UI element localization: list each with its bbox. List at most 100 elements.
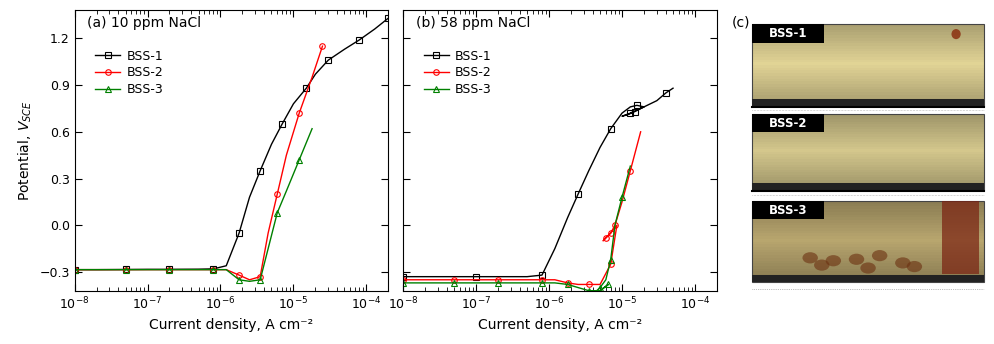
- Bar: [752, 134, 984, 137]
- Bar: [752, 35, 984, 38]
- Bar: [752, 73, 984, 76]
- Bar: [752, 137, 984, 139]
- BSS-1: [448, 275, 460, 279]
- Bar: [752, 215, 984, 217]
- Bar: [752, 52, 984, 54]
- Line: BSS-2: BSS-2: [72, 43, 325, 282]
- BSS-2: [562, 281, 574, 285]
- Bar: [752, 225, 984, 228]
- Bar: [752, 236, 984, 239]
- Bar: [752, 78, 984, 81]
- Line: BSS-1: BSS-1: [72, 15, 392, 272]
- Bar: [752, 147, 984, 149]
- Bar: [752, 81, 984, 84]
- Bar: [752, 180, 984, 182]
- Bar: [752, 241, 984, 244]
- BSS-1: [300, 86, 312, 90]
- BSS-1: [594, 145, 606, 149]
- BSS-2: [470, 278, 482, 282]
- Bar: [752, 182, 984, 185]
- BSS-1: [234, 231, 246, 235]
- BSS-2: [609, 223, 621, 227]
- Bar: [752, 154, 984, 157]
- Bar: [752, 244, 984, 247]
- Bar: [752, 89, 984, 92]
- BSS-1: [119, 267, 131, 271]
- Bar: [752, 274, 984, 277]
- BSS-2: [271, 192, 283, 196]
- BSS-1: [616, 114, 628, 118]
- Bar: [752, 271, 984, 274]
- BSS-1: [562, 215, 574, 219]
- BSS-1: [667, 86, 679, 90]
- BSS-3: [616, 195, 628, 199]
- BSS-1: [398, 275, 410, 279]
- BSS-3: [582, 289, 594, 293]
- BSS-3: [208, 268, 220, 272]
- Bar: [752, 234, 984, 236]
- BSS-1: [631, 103, 643, 107]
- Bar: [752, 100, 984, 103]
- BSS-1: [339, 47, 351, 51]
- BSS-2: [69, 268, 81, 272]
- Bar: [752, 263, 984, 266]
- BSS-3: [624, 164, 636, 168]
- Text: (a) 10 ppm NaCl: (a) 10 ppm NaCl: [87, 16, 201, 30]
- Bar: [752, 41, 984, 43]
- BSS-2: [616, 200, 628, 204]
- BSS-2: [306, 75, 318, 79]
- BSS-1: [624, 105, 636, 109]
- BSS-2: [549, 278, 561, 282]
- Text: BSS-2: BSS-2: [769, 117, 807, 130]
- Bar: [752, 114, 824, 132]
- Line: BSS-3: BSS-3: [72, 126, 315, 284]
- BSS-2: [611, 223, 623, 227]
- Bar: [752, 71, 984, 73]
- Bar: [752, 261, 984, 263]
- Bar: [752, 114, 984, 117]
- BSS-1: [369, 27, 381, 31]
- BSS-3: [90, 268, 102, 272]
- Bar: [752, 117, 984, 119]
- Bar: [752, 223, 984, 225]
- BSS-1: [638, 105, 650, 109]
- BSS-2: [208, 268, 220, 272]
- Ellipse shape: [861, 262, 876, 273]
- BSS-3: [587, 292, 599, 296]
- BSS-1: [622, 112, 634, 117]
- BSS-3: [419, 281, 431, 285]
- Bar: [752, 24, 984, 27]
- Bar: [752, 258, 984, 261]
- BSS-3: [470, 281, 482, 285]
- BSS-3: [599, 278, 611, 282]
- Bar: [752, 57, 984, 60]
- BSS-1: [604, 127, 616, 131]
- Bar: [752, 204, 984, 206]
- BSS-2: [244, 278, 255, 282]
- Bar: [752, 95, 984, 97]
- Bar: [752, 132, 984, 134]
- Y-axis label: Potential, $V_{SCE}$: Potential, $V_{SCE}$: [16, 100, 34, 201]
- Bar: [752, 247, 984, 250]
- BSS-1: [582, 169, 594, 173]
- BSS-2: [293, 111, 305, 115]
- BSS-1: [629, 109, 641, 114]
- BSS-1: [287, 102, 299, 106]
- Text: (c): (c): [732, 16, 750, 30]
- Bar: [752, 280, 984, 282]
- Bar: [752, 164, 984, 167]
- BSS-3: [234, 278, 246, 282]
- BSS-1: [492, 275, 504, 279]
- BSS-3: [609, 223, 621, 227]
- BSS-3: [594, 289, 606, 293]
- BSS-1: [573, 192, 584, 196]
- BSS-2: [234, 273, 246, 277]
- BSS-2: [141, 268, 153, 272]
- Bar: [752, 201, 984, 282]
- Bar: [752, 142, 984, 144]
- BSS-3: [293, 158, 305, 162]
- X-axis label: Current density, A cm⁻²: Current density, A cm⁻²: [149, 318, 313, 332]
- Bar: [752, 99, 984, 106]
- Bar: [752, 255, 984, 258]
- BSS-3: [271, 211, 283, 215]
